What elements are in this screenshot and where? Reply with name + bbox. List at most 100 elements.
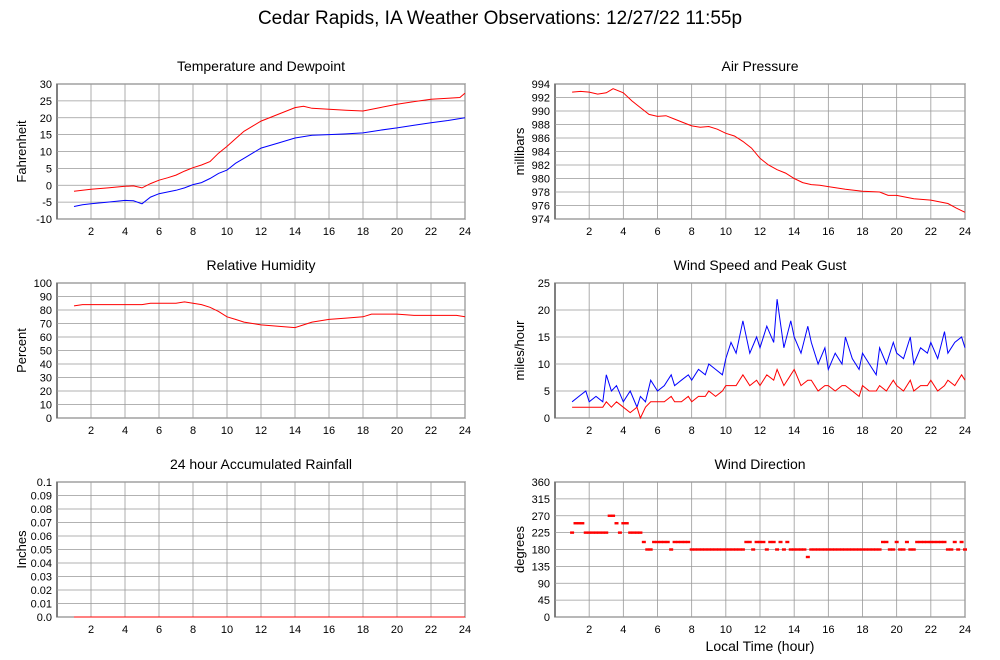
direction-point	[963, 548, 967, 551]
direction-point	[734, 548, 739, 551]
x-tick-label: 12	[255, 226, 267, 238]
direction-point	[785, 540, 790, 544]
x-tick-label: 16	[323, 624, 335, 636]
x-tick-label: 2	[586, 624, 592, 636]
x-tick-label: 10	[221, 226, 233, 238]
x-tick-label: 2	[586, 425, 592, 437]
direction-point	[717, 548, 721, 551]
direction-point	[621, 522, 626, 525]
direction-point	[723, 548, 728, 551]
direction-point	[689, 548, 694, 551]
y-tick-label: 15	[40, 130, 52, 142]
x-tick-label: 12	[754, 226, 766, 238]
direction-point	[840, 548, 844, 551]
y-tick-label: 70	[40, 319, 52, 331]
x-tick-label: 6	[654, 624, 660, 636]
x-tick-label: 16	[323, 226, 335, 238]
x-tick-label: 20	[391, 624, 403, 636]
x-tick-label: 24	[959, 226, 971, 238]
x-tick-label: 18	[357, 425, 369, 437]
series-line-0	[73, 92, 466, 192]
y-axis-label: Fahrenheit	[14, 120, 29, 183]
x-tick-label: 2	[586, 226, 592, 238]
direction-point	[710, 548, 715, 551]
direction-point	[819, 548, 824, 551]
y-tick-label: 0.08	[31, 504, 52, 516]
direction-point	[645, 548, 650, 551]
x-tick-label: 16	[822, 226, 834, 238]
x-tick-label: 10	[720, 425, 732, 437]
direction-point	[863, 548, 868, 551]
direction-point	[884, 540, 889, 544]
direction-point	[949, 548, 954, 551]
direction-point	[959, 540, 964, 544]
direction-point	[846, 548, 851, 551]
y-tick-label: 60	[40, 332, 52, 344]
direction-point	[901, 548, 906, 551]
direction-point	[891, 548, 896, 551]
direction-point	[669, 548, 674, 551]
direction-point	[703, 548, 708, 551]
x-tick-label: 24	[959, 624, 971, 636]
x-tick-label: 18	[357, 624, 369, 636]
y-tick-label: 10	[40, 400, 52, 412]
y-tick-label: 5	[544, 386, 550, 398]
x-tick-label: 4	[620, 425, 626, 437]
x-tick-label: 8	[190, 624, 196, 636]
direction-point	[942, 540, 947, 544]
y-tick-label: 20	[40, 113, 52, 125]
y-tick-label: 984	[532, 147, 550, 159]
direction-point	[662, 540, 667, 544]
series-line-0	[571, 299, 966, 409]
y-tick-label: 180	[532, 545, 550, 557]
direction-point	[576, 522, 581, 525]
direction-point	[580, 522, 585, 525]
x-tick-label: 14	[788, 624, 800, 636]
x-tick-label: 12	[255, 425, 267, 437]
direction-point	[758, 540, 762, 544]
x-tick-label: 8	[689, 226, 695, 238]
direction-point	[665, 540, 670, 544]
y-tick-label: 50	[40, 346, 52, 358]
x-tick-label: 10	[720, 624, 732, 636]
direction-point	[573, 522, 578, 525]
x-tick-label: 22	[425, 226, 437, 238]
direction-point	[771, 540, 776, 544]
x-tick-label: 22	[425, 624, 437, 636]
y-tick-label: 30	[40, 373, 52, 385]
direction-point	[915, 540, 920, 544]
direction-point	[795, 548, 800, 551]
direction-point	[939, 540, 944, 544]
x-tick-label: 2	[88, 425, 94, 437]
direction-point	[641, 540, 646, 544]
direction-point	[956, 548, 961, 551]
series-line-1	[73, 117, 466, 207]
direction-point	[857, 548, 862, 551]
y-tick-label: 30	[40, 79, 52, 91]
direction-point	[932, 540, 937, 544]
x-tick-label: 6	[654, 226, 660, 238]
x-tick-label: 4	[122, 226, 128, 238]
direction-point	[706, 548, 711, 551]
direction-point	[816, 548, 821, 551]
x-tick-label: 6	[654, 425, 660, 437]
direction-point	[587, 531, 592, 534]
direction-point	[918, 540, 923, 544]
x-tick-label: 4	[620, 226, 626, 238]
y-tick-label: 0.03	[31, 572, 52, 584]
direction-point	[829, 548, 834, 551]
direction-point	[655, 540, 660, 544]
x-tick-label: 6	[156, 624, 162, 636]
y-tick-label: 20	[40, 386, 52, 398]
direction-point	[904, 540, 909, 544]
direction-point	[696, 548, 701, 551]
x-tick-label: 4	[122, 624, 128, 636]
y-tick-label: 90	[40, 292, 52, 304]
y-tick-label: 90	[538, 578, 550, 590]
direction-point	[720, 548, 725, 551]
direction-point	[672, 540, 677, 544]
y-tick-label: 10	[40, 147, 52, 159]
